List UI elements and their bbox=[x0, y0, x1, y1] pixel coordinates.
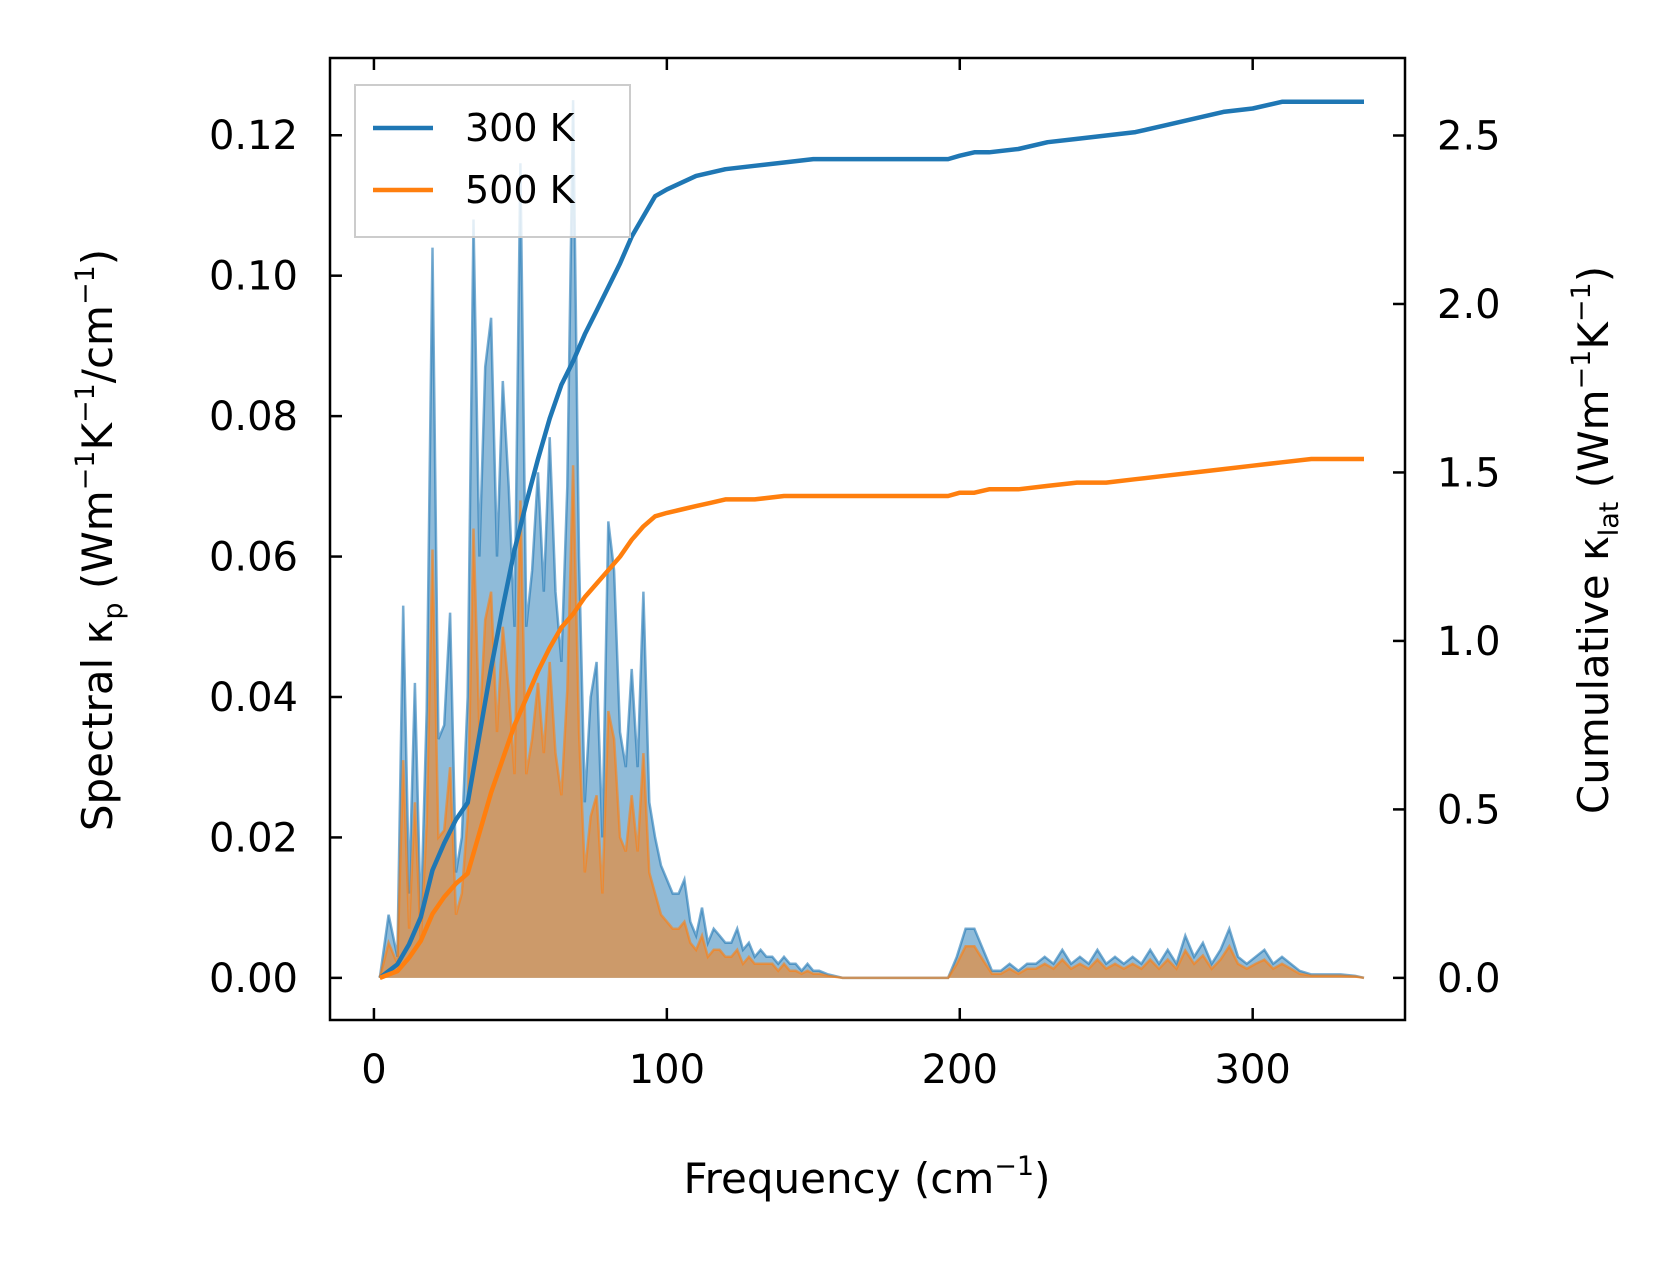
y-left-title-6: /cm bbox=[73, 305, 122, 383]
y-left-tick-label-2: 0.04 bbox=[209, 675, 298, 721]
y-left-tick-label-0: 0.00 bbox=[209, 956, 298, 1002]
y-left-title-2: (Wm bbox=[73, 490, 122, 602]
x-tick-label-3: 300 bbox=[1215, 1047, 1291, 1093]
y-left-tick-label-3: 0.06 bbox=[209, 535, 298, 581]
y-left-title-0: Spectral κ bbox=[73, 620, 122, 832]
y-left-title-4: K bbox=[73, 422, 122, 451]
y-right-tick-label-3: 1.5 bbox=[1437, 450, 1501, 496]
legend-label-500k: 500 K bbox=[465, 168, 576, 212]
legend: 300 K 500 K bbox=[355, 85, 630, 237]
y-left-title-7: −1 bbox=[70, 265, 101, 305]
y-axis-left-title: Spectral κp (Wm−1K−1/cm−1) bbox=[70, 249, 129, 831]
y-left-tick-label-5: 0.10 bbox=[209, 254, 298, 300]
y-right-tick-label-4: 2.0 bbox=[1437, 282, 1501, 328]
y-right-tick-label-0: 0.0 bbox=[1437, 956, 1501, 1002]
y-right-title-3: −1 bbox=[1566, 350, 1597, 390]
y-left-tick-label-4: 0.08 bbox=[209, 394, 298, 440]
x-tick-label-0: 0 bbox=[361, 1047, 386, 1093]
x-axis-title-close: ) bbox=[1034, 1154, 1050, 1203]
y-right-tick-label-2: 1.0 bbox=[1437, 619, 1501, 665]
y-right-title-6: ) bbox=[1569, 266, 1618, 282]
x-tick-label-2: 200 bbox=[922, 1047, 998, 1093]
y-right-tick-label-1: 0.5 bbox=[1437, 787, 1501, 833]
y-right-title-1: lat bbox=[1594, 502, 1625, 537]
x-tick-label-1: 100 bbox=[629, 1047, 705, 1093]
x-axis-title-main: Frequency (cm bbox=[684, 1154, 995, 1203]
y-right-title-4: K bbox=[1569, 321, 1618, 350]
y-left-tick-label-1: 0.02 bbox=[209, 815, 298, 861]
y-right-title-2: (Wm bbox=[1569, 389, 1618, 501]
legend-label-300k: 300 K bbox=[465, 106, 576, 150]
y-left-title-1: p bbox=[98, 603, 129, 620]
x-axis-title: Frequency (cm−1) bbox=[684, 1151, 1051, 1203]
y-left-title-5: −1 bbox=[70, 383, 101, 423]
y-left-title-8: ) bbox=[73, 249, 122, 265]
x-axis-title-sup: −1 bbox=[994, 1151, 1034, 1182]
y-left-title-3: −1 bbox=[70, 451, 101, 491]
y-right-title-5: −1 bbox=[1566, 282, 1597, 322]
y-right-title-0: Cumulative κ bbox=[1569, 536, 1618, 814]
y-right-tick-label-5: 2.5 bbox=[1437, 113, 1501, 159]
spectral-cumulative-chart: 0 100 200 300 0.00 0.02 0.04 0.06 0.08 0.10 0.12 0.… bbox=[0, 0, 1679, 1264]
y-axis-right-title: Cumulative κlat (Wm−1K−1) bbox=[1566, 266, 1625, 814]
y-left-tick-label-6: 0.12 bbox=[209, 113, 298, 159]
